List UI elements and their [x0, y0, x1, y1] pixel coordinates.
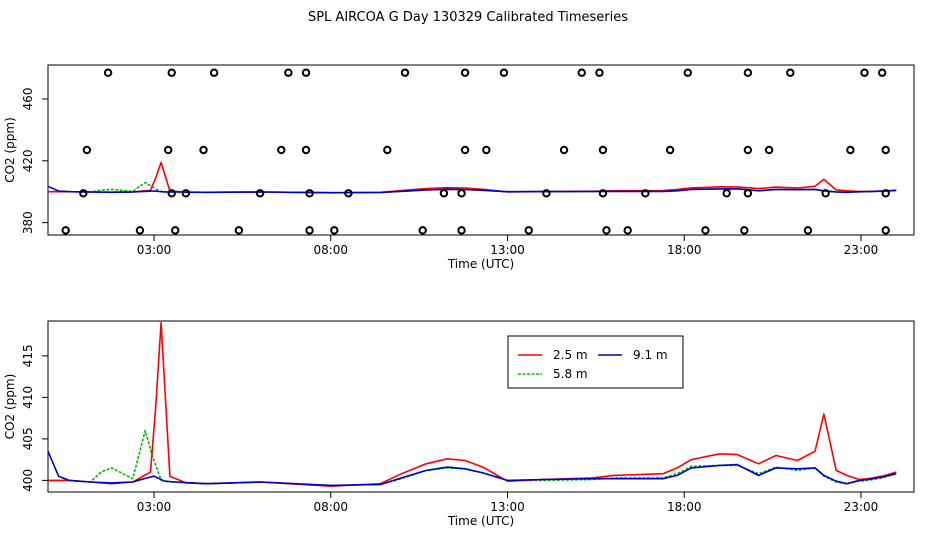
panel1-data-point — [803, 226, 813, 235]
panel1-data-point — [598, 189, 608, 198]
panel1-data-point — [881, 189, 890, 198]
panel1-data-point — [860, 68, 869, 77]
panel1-x-axis-label: Time (UTC) — [447, 257, 514, 271]
panel1-data-point — [383, 145, 392, 155]
panel1-data-point — [743, 68, 753, 77]
panel1-data-point — [846, 145, 855, 155]
panel1-data-point — [330, 226, 339, 235]
panel1-data-point — [167, 68, 176, 77]
panel1-data-point — [255, 189, 265, 198]
panel2-x-tick-label: 23:00 — [844, 500, 879, 514]
panel1-data-point — [499, 68, 509, 77]
legend-label-2-5-m: 2.5 m — [553, 348, 588, 362]
panel2-y-tick-label: 410 — [21, 386, 35, 409]
panel1-data-point — [623, 226, 632, 235]
panel2-series-group — [48, 321, 897, 488]
panel1-x-tick-label: 13:00 — [490, 243, 525, 257]
legend-label-9-1-m: 9.1 m — [633, 348, 668, 362]
panel1-y-tick-label: 380 — [21, 211, 35, 234]
chart-main-title: SPL AIRCOA G Day 130329 Calibrated Times… — [307, 10, 629, 25]
panel1-data-point — [881, 145, 890, 155]
panel2-y-axis-label: CO2 (ppm) — [3, 374, 17, 440]
panel1-data-point — [743, 189, 753, 198]
panel1-data-point — [344, 189, 353, 198]
panel1-plot-frame — [47, 64, 915, 236]
panel1-data-point — [559, 145, 569, 155]
panel1-data-point — [743, 145, 753, 155]
panel1-data-point — [61, 226, 70, 235]
panel1-data-point — [701, 226, 710, 235]
panel1-data-point — [598, 145, 608, 155]
panel1-data-point — [209, 68, 219, 77]
panel1-data-point — [577, 68, 586, 77]
panel1-data-point — [167, 189, 176, 198]
panel1-y-tick-label: 420 — [21, 149, 35, 172]
panel2-y-tick-label: 415 — [21, 344, 35, 367]
panel1-data-point — [542, 189, 551, 198]
panel1-data-point — [305, 226, 314, 235]
panel2-x-tick-label: 18:00 — [667, 500, 702, 514]
panel1-data-point — [665, 145, 675, 155]
panel1-data-point — [740, 226, 749, 235]
panel1-data-point — [439, 189, 449, 198]
panel2-x-tick-label: 13:00 — [490, 500, 525, 514]
legend-label-5-8-m: 5.8 m — [553, 367, 588, 381]
panel1-x-tick-label: 18:00 — [667, 243, 702, 257]
panel2-series-line-9-1-m — [48, 450, 897, 487]
panel1-data-point — [786, 68, 795, 77]
panel1-data-point — [234, 226, 244, 235]
panel1-data-point — [683, 68, 692, 77]
panel1-x-tick-label: 03:00 — [137, 243, 172, 257]
panel1-data-point — [524, 226, 533, 235]
panel1-data-point — [457, 226, 466, 235]
legend-box — [507, 335, 684, 389]
panel1-data-point — [641, 189, 650, 198]
panel1-data-point — [277, 145, 286, 155]
panel1-data-point — [764, 145, 774, 155]
panel1-data-point — [881, 226, 890, 235]
panel1-data-point — [305, 189, 314, 198]
panel2-series-line-2-5-m — [48, 321, 897, 488]
panel1-data-point — [722, 189, 731, 198]
panel1-data-point — [821, 189, 830, 198]
panel1-series-line-2-5-m — [48, 161, 897, 194]
panel2-x-tick-label: 03:00 — [137, 500, 172, 514]
panel1-series-group — [48, 161, 897, 194]
panel1-data-point — [457, 189, 466, 198]
panel1-data-point — [482, 145, 491, 155]
panel1-data-point — [301, 68, 311, 77]
panel1-data-point — [82, 145, 92, 155]
panel1-y-tick-label: 460 — [21, 88, 35, 111]
panel1-series-line-9-1-m — [48, 185, 897, 194]
panel1-data-point — [400, 68, 410, 77]
panel1-data-point — [595, 68, 604, 77]
panel1-data-point — [103, 68, 113, 77]
panel1-data-point — [460, 68, 470, 77]
panel1-data-point — [171, 226, 180, 235]
panel1-data-point — [602, 226, 611, 235]
panel2-plot-frame — [47, 320, 915, 493]
panel1-data-point — [284, 68, 293, 77]
panel1-data-point — [199, 145, 208, 155]
panel1-data-point — [163, 145, 173, 155]
panel1-data-point — [181, 189, 191, 198]
panel2-x-tick-label: 08:00 — [313, 500, 348, 514]
panel2-y-tick-label: 405 — [21, 427, 35, 450]
panel1-data-point — [79, 189, 88, 198]
panel2-y-tick-label: 400 — [21, 469, 35, 492]
panel1-data-point — [460, 145, 470, 155]
panel2-x-axis-label: Time (UTC) — [447, 514, 514, 528]
panel1-x-tick-label: 23:00 — [844, 243, 879, 257]
panel1-data-point — [418, 226, 427, 235]
panel1-data-point — [301, 145, 311, 155]
panel1-data-point — [877, 68, 887, 77]
panel1-y-axis-label: CO2 (ppm) — [3, 117, 17, 183]
panel1-x-tick-label: 08:00 — [313, 243, 348, 257]
panel1-data-point — [135, 226, 145, 235]
